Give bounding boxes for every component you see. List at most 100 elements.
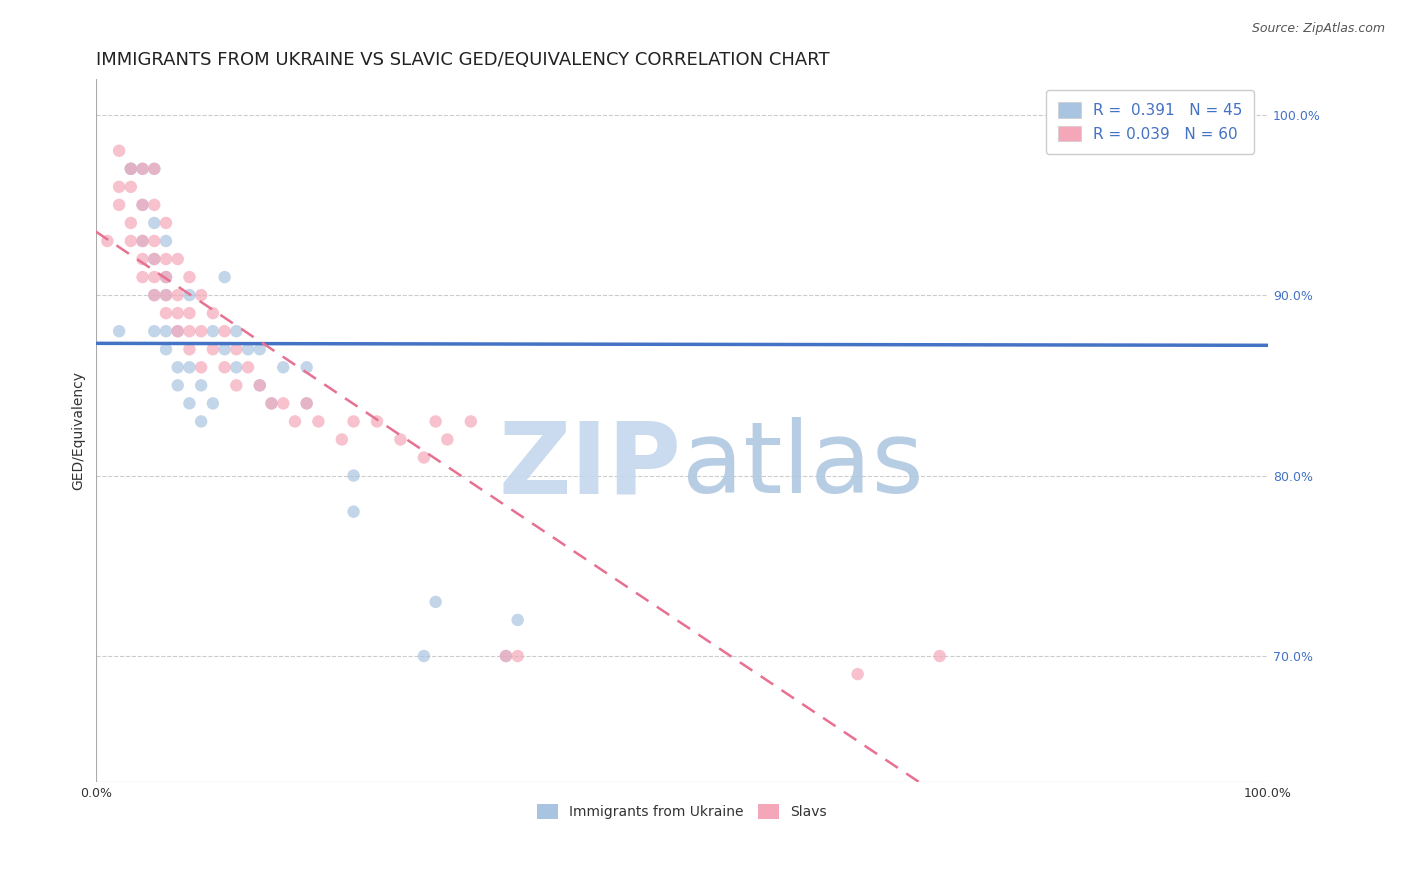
Point xyxy=(131,161,153,176)
Point xyxy=(120,161,142,176)
Point xyxy=(155,306,177,320)
Point xyxy=(131,252,153,266)
Point xyxy=(143,288,166,302)
Point xyxy=(201,396,224,410)
Point xyxy=(131,234,153,248)
Point xyxy=(342,468,364,483)
Point xyxy=(166,360,188,375)
Point xyxy=(190,288,212,302)
Point xyxy=(155,324,177,338)
Point xyxy=(143,324,166,338)
Point xyxy=(249,378,271,392)
Point xyxy=(295,396,318,410)
Point xyxy=(143,252,166,266)
Point xyxy=(236,343,259,357)
Point xyxy=(249,378,271,392)
Point xyxy=(166,378,188,392)
Point xyxy=(201,324,224,338)
Point xyxy=(179,324,201,338)
Point xyxy=(846,667,869,681)
Point xyxy=(295,396,318,410)
Point xyxy=(179,270,201,285)
Point xyxy=(131,234,153,248)
Point xyxy=(155,343,177,357)
Point xyxy=(225,360,247,375)
Point xyxy=(155,288,177,302)
Point xyxy=(179,343,201,357)
Point xyxy=(143,288,166,302)
Point xyxy=(179,306,201,320)
Point xyxy=(201,343,224,357)
Point xyxy=(143,161,166,176)
Point xyxy=(143,198,166,212)
Point xyxy=(928,648,950,663)
Point xyxy=(225,324,247,338)
Point xyxy=(166,288,188,302)
Point xyxy=(179,288,201,302)
Point xyxy=(120,234,142,248)
Point xyxy=(96,234,118,248)
Point xyxy=(214,343,236,357)
Point xyxy=(225,378,247,392)
Y-axis label: GED/Equivalency: GED/Equivalency xyxy=(72,371,86,490)
Point xyxy=(120,161,142,176)
Legend: Immigrants from Ukraine, Slavs: Immigrants from Ukraine, Slavs xyxy=(531,798,832,825)
Point xyxy=(495,648,517,663)
Point xyxy=(460,414,482,428)
Point xyxy=(166,252,188,266)
Point xyxy=(143,161,166,176)
Text: IMMIGRANTS FROM UKRAINE VS SLAVIC GED/EQUIVALENCY CORRELATION CHART: IMMIGRANTS FROM UKRAINE VS SLAVIC GED/EQ… xyxy=(96,51,830,69)
Point xyxy=(155,216,177,230)
Point xyxy=(179,360,201,375)
Point xyxy=(1233,108,1256,122)
Point xyxy=(108,144,131,158)
Point xyxy=(190,378,212,392)
Point xyxy=(131,198,153,212)
Point xyxy=(179,396,201,410)
Point xyxy=(260,396,283,410)
Point xyxy=(342,414,364,428)
Point xyxy=(425,595,447,609)
Point xyxy=(506,648,529,663)
Point xyxy=(425,414,447,428)
Point xyxy=(131,270,153,285)
Point xyxy=(143,270,166,285)
Point xyxy=(412,648,434,663)
Point xyxy=(131,198,153,212)
Point xyxy=(342,505,364,519)
Point xyxy=(120,216,142,230)
Point xyxy=(295,360,318,375)
Point xyxy=(155,252,177,266)
Point xyxy=(190,360,212,375)
Point xyxy=(143,234,166,248)
Point xyxy=(166,324,188,338)
Point xyxy=(155,270,177,285)
Point xyxy=(108,179,131,194)
Point xyxy=(236,360,259,375)
Point xyxy=(225,343,247,357)
Point xyxy=(201,306,224,320)
Point xyxy=(506,613,529,627)
Point xyxy=(260,396,283,410)
Point xyxy=(190,414,212,428)
Point xyxy=(143,216,166,230)
Point xyxy=(389,433,412,447)
Point xyxy=(249,343,271,357)
Point xyxy=(131,161,153,176)
Point xyxy=(1187,126,1209,140)
Point xyxy=(143,252,166,266)
Point xyxy=(307,414,329,428)
Point xyxy=(436,433,458,447)
Point xyxy=(120,179,142,194)
Text: Source: ZipAtlas.com: Source: ZipAtlas.com xyxy=(1251,22,1385,36)
Point xyxy=(214,360,236,375)
Text: ZIP: ZIP xyxy=(499,417,682,514)
Point xyxy=(155,288,177,302)
Point xyxy=(108,198,131,212)
Point xyxy=(412,450,434,465)
Point xyxy=(166,306,188,320)
Point xyxy=(366,414,388,428)
Point xyxy=(330,433,353,447)
Point xyxy=(155,234,177,248)
Point xyxy=(495,648,517,663)
